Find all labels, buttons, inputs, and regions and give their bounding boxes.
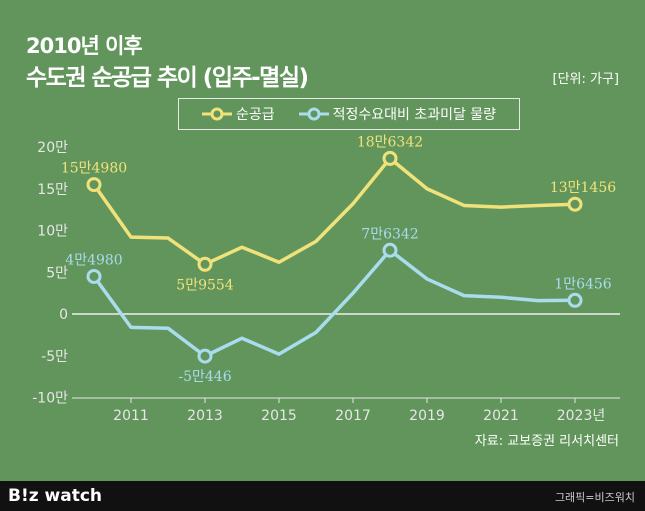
- data-label: 4만4980: [65, 252, 122, 268]
- x-tick-label: 2011: [113, 408, 149, 424]
- data-label: 13만1456: [550, 180, 616, 196]
- source-note: 자료: 교보증권 리서치센터: [474, 434, 619, 449]
- x-tick-label: 2013: [187, 408, 223, 424]
- data-label: 5만9554: [176, 277, 234, 293]
- x-tick-label: 2023년: [557, 408, 606, 424]
- data-point: [567, 196, 583, 212]
- y-tick-label: 10만: [37, 224, 68, 240]
- x-tick-label: 2019: [409, 408, 445, 424]
- legend: 순공급 적정수요대비 초과미달 물량: [178, 98, 520, 130]
- x-tick-label: 2021: [483, 408, 519, 424]
- data-point: [567, 292, 583, 308]
- data-point: [197, 348, 213, 364]
- y-tick-label: 5만: [46, 265, 68, 281]
- data-point: [382, 242, 398, 258]
- legend-item-supply: 순공급: [201, 104, 275, 124]
- legend-label-excess: 적정수요대비 초과미달 물량: [332, 107, 497, 123]
- line-chart: 20만 15만 10만 5만 0 -5만 -10만 2011 2013 2015 2017 2019 2…: [32, 134, 620, 424]
- data-point: [86, 177, 102, 193]
- data-label: 18만6342: [357, 134, 423, 150]
- y-tick-label: 20만: [37, 140, 68, 156]
- footer-bar: B!z watch 그래픽=비즈워치: [0, 481, 645, 511]
- chart-subtitle: 2010년 이후: [26, 34, 143, 58]
- x-tick-label: 2015: [261, 408, 297, 424]
- y-tick-label: 15만: [37, 182, 68, 198]
- data-label: 15만4980: [61, 161, 127, 177]
- data-label: -5만446: [178, 369, 231, 385]
- y-tick-label: -5만: [41, 349, 68, 365]
- blue-line-marker-icon: [298, 107, 329, 121]
- yellow-line-marker-icon: [201, 107, 232, 121]
- legend-item-excess: 적정수요대비 초과미달 물량: [298, 104, 497, 124]
- bizwatch-logo: B!z watch: [8, 486, 103, 506]
- x-tick-label: 2017: [335, 408, 371, 424]
- data-label: 7만6342: [361, 226, 418, 242]
- graphic-credit: 그래픽=비즈워치: [554, 491, 635, 504]
- data-point: [197, 256, 213, 272]
- chart-title: 수도권 순공급 추이 (입주-멸실): [26, 65, 309, 91]
- data-point: [86, 268, 102, 284]
- unit-label: [단위: 가구]: [552, 72, 620, 87]
- data-point: [382, 150, 398, 166]
- y-tick-label: 0: [59, 307, 68, 323]
- series-line-0: [92, 156, 576, 267]
- legend-label-supply: 순공급: [235, 107, 275, 123]
- series-line-1: [92, 248, 576, 358]
- y-tick-label: -10만: [32, 391, 68, 407]
- data-label: 1만6456: [554, 276, 612, 292]
